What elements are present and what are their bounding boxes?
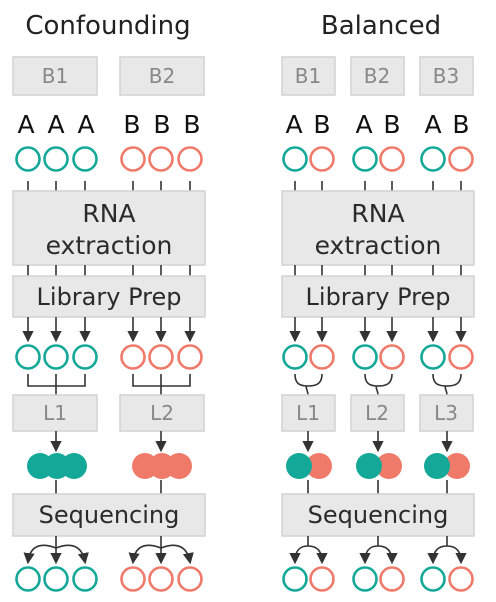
sample-letter: B xyxy=(313,110,330,139)
sequencing-label: Sequencing xyxy=(39,501,180,529)
panel-title: Balanced xyxy=(321,11,441,41)
sample-letter: B xyxy=(153,110,170,139)
extraction-label: extraction xyxy=(46,231,173,260)
batch-box-b1 xyxy=(281,56,336,96)
batch-label: B1 xyxy=(295,64,321,88)
sample-letter: A xyxy=(285,110,302,139)
pooled-library-b xyxy=(132,453,192,479)
pooling-brackets xyxy=(294,373,462,396)
library-label: L3 xyxy=(434,401,458,425)
library-box-l2 xyxy=(119,394,205,432)
sample-circles-prepped xyxy=(282,344,474,370)
extraction-label: extraction xyxy=(315,231,442,260)
connector-lines xyxy=(27,181,191,191)
sample-letter: A xyxy=(424,110,441,139)
library-prep-box xyxy=(281,275,475,318)
batch-label: B1 xyxy=(42,64,68,88)
sample-letter: B xyxy=(123,110,140,139)
arrows-library xyxy=(302,431,453,453)
sample-circles-output xyxy=(15,566,203,592)
connector-lines xyxy=(27,265,191,276)
library-label: L2 xyxy=(365,401,389,425)
batch-label: B3 xyxy=(433,64,459,88)
library-label: L2 xyxy=(150,401,174,425)
sample-circles-output xyxy=(282,566,474,592)
sample-circles-input xyxy=(15,146,203,172)
batch-label: B2 xyxy=(149,64,175,88)
connector-lines xyxy=(55,480,162,494)
library-box-l1 xyxy=(12,394,98,432)
library-prep-label: Library Prep xyxy=(306,283,451,311)
library-label: L1 xyxy=(43,401,67,425)
batch-box-b2 xyxy=(350,56,405,96)
connector-lines xyxy=(294,181,462,191)
library-prep-box xyxy=(12,275,206,318)
library-box-l2 xyxy=(350,394,405,432)
batch-box-b3 xyxy=(419,56,474,96)
sequencing-label: Sequencing xyxy=(308,501,449,529)
sample-letter: B xyxy=(183,110,200,139)
sample-letter: A xyxy=(17,110,34,139)
panel-title: Confounding xyxy=(25,11,190,41)
pooled-library-a xyxy=(27,453,87,479)
sample-circles-prepped xyxy=(15,344,203,370)
arrows-libprep xyxy=(22,317,196,343)
demux-arrows xyxy=(289,536,467,565)
library-box-l3 xyxy=(419,394,474,432)
sample-circles-input xyxy=(282,146,474,172)
sample-letter: A xyxy=(355,110,372,139)
sample-letter: B xyxy=(383,110,400,139)
rna-label: RNA xyxy=(82,199,135,228)
rna-extraction-box xyxy=(281,190,475,266)
arrows-libprep xyxy=(289,317,467,343)
demux-arrows xyxy=(23,536,194,565)
batch-box-b1 xyxy=(12,56,98,96)
arrows-library xyxy=(50,431,167,453)
sequencing-box xyxy=(12,493,206,537)
library-prep-label: Library Prep xyxy=(37,283,182,311)
connector-lines xyxy=(307,480,448,494)
sequencing-box xyxy=(281,493,475,537)
pooled-library-mixed xyxy=(286,453,470,479)
batch-box-b2 xyxy=(119,56,205,96)
rna-label: RNA xyxy=(351,199,404,228)
panel-confounding: Confounding B1 B2 A A A B B B RNA extra xyxy=(12,11,206,592)
sample-letter: A xyxy=(77,110,94,139)
connector-lines xyxy=(294,265,462,276)
library-label: L1 xyxy=(296,401,320,425)
pooling-brackets xyxy=(27,374,191,395)
rna-extraction-box xyxy=(12,190,206,266)
sample-letter: A xyxy=(47,110,64,139)
batch-label: B2 xyxy=(364,64,390,88)
sample-letter: B xyxy=(452,110,469,139)
panel-balanced: Balanced B1 B2 B3 A B A B A B RNA extr xyxy=(281,11,475,592)
